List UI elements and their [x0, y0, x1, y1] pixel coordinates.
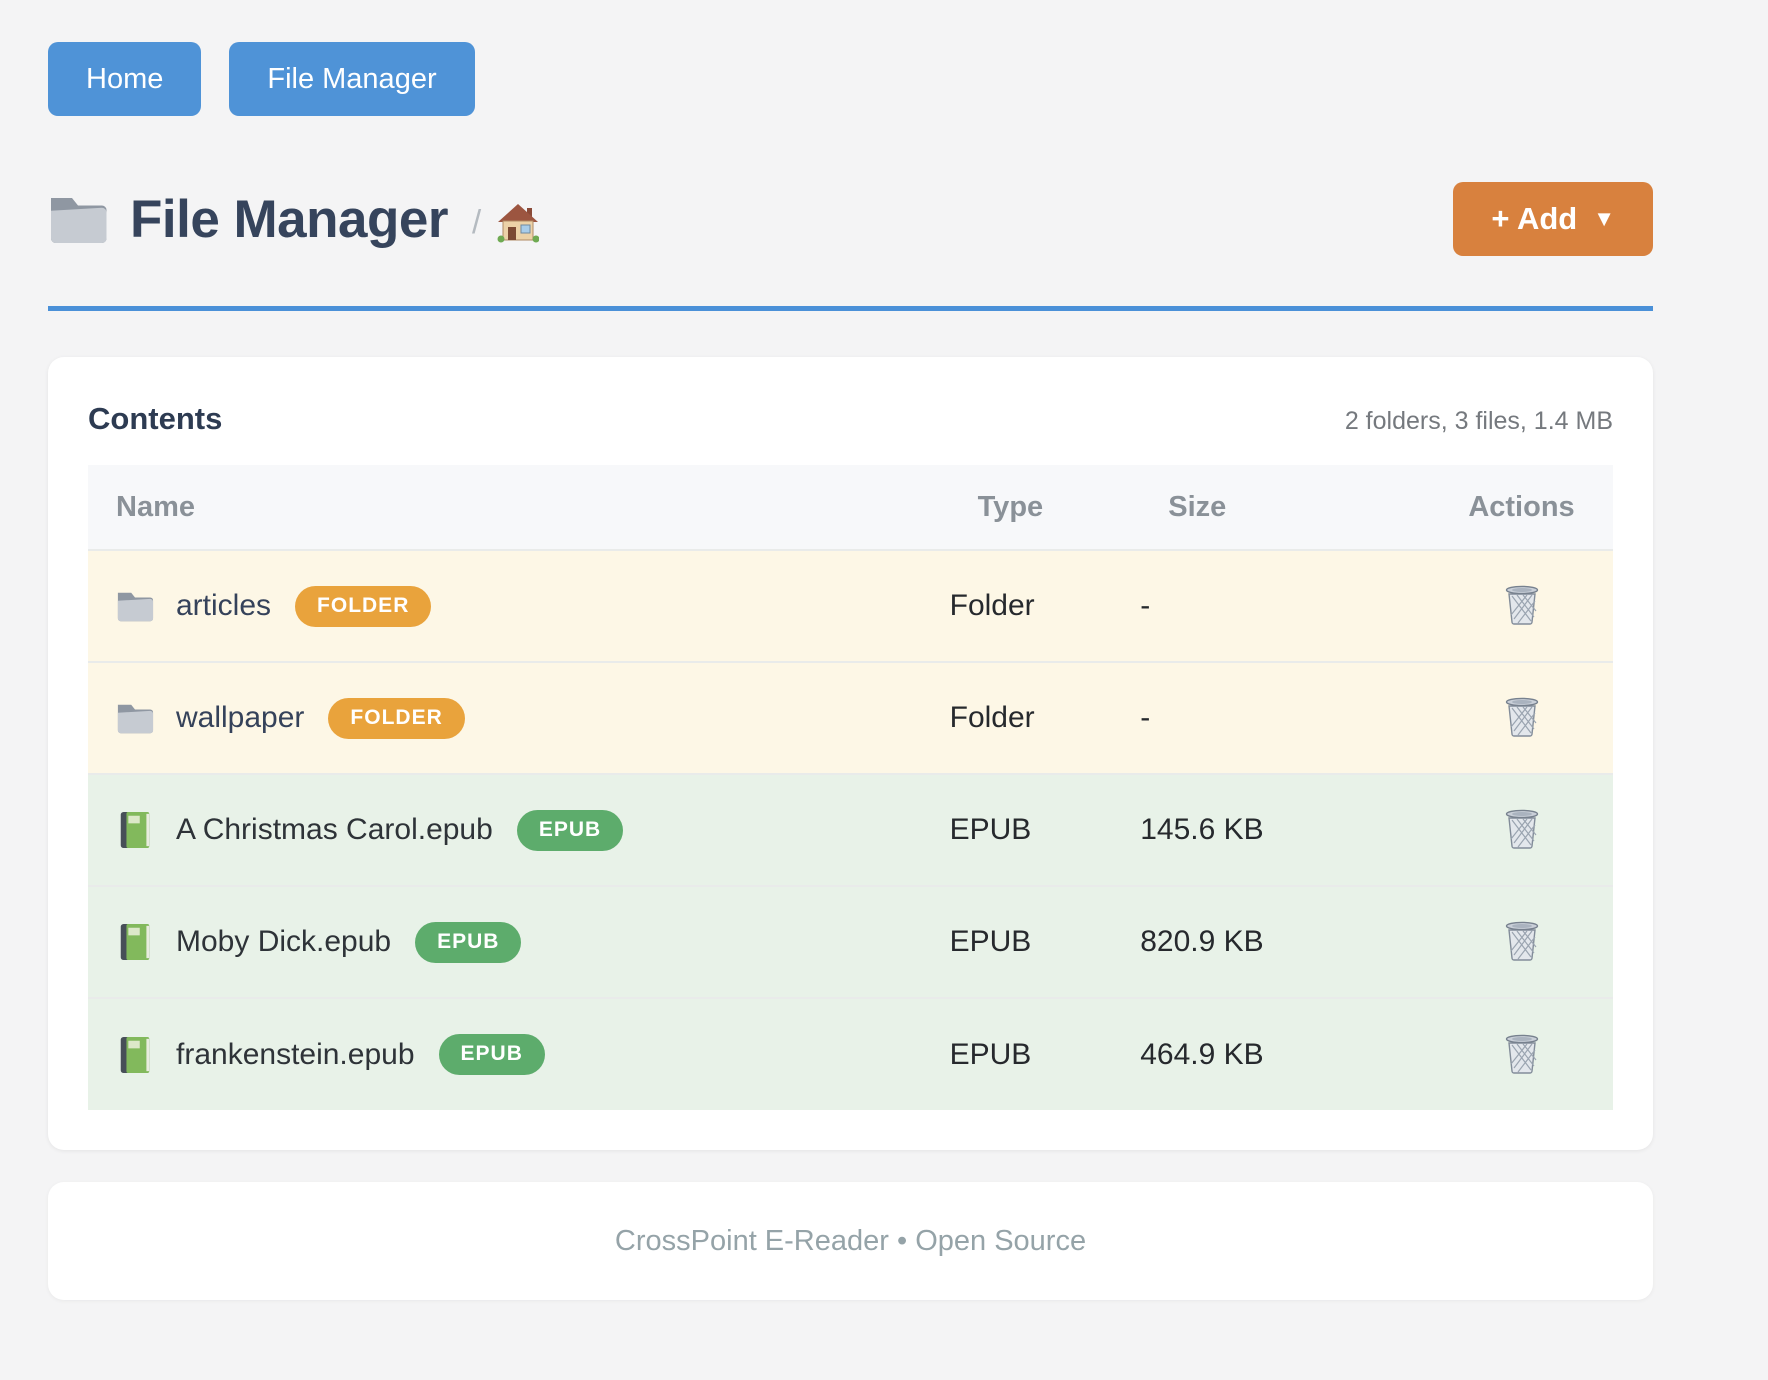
epub-badge: EPUB	[415, 921, 522, 963]
size-cell: -	[1140, 662, 1430, 774]
footer: CrossPoint E-Reader • Open Source	[48, 1182, 1653, 1300]
type-cell: Folder	[949, 550, 1141, 662]
contents-card: Contents 2 folders, 3 files, 1.4 MB Name…	[48, 357, 1653, 1150]
table-row: wallpaper FOLDER Folder -	[88, 662, 1613, 774]
green-book-icon	[116, 1036, 154, 1074]
folder-icon	[48, 193, 108, 245]
folder-icon	[116, 699, 154, 737]
folder-name-link[interactable]: articles	[176, 589, 272, 622]
page-title: File Manager	[130, 189, 448, 249]
folder-icon	[116, 587, 154, 625]
green-book-icon	[116, 811, 154, 849]
footer-text: CrossPoint E-Reader • Open Source	[614, 1224, 1087, 1257]
nav-file-manager-button[interactable]: File Manager	[229, 42, 475, 116]
house-icon	[497, 203, 539, 243]
delete-button[interactable]	[1500, 915, 1544, 965]
breadcrumb-separator: /	[471, 203, 482, 240]
type-cell: Folder	[949, 662, 1141, 774]
column-header-name: Name	[88, 465, 950, 550]
column-header-type: Type	[949, 465, 1141, 550]
table-row: A Christmas Carol.epub EPUB EPUB 145.6 K…	[88, 774, 1613, 886]
folder-badge: FOLDER	[295, 585, 432, 627]
top-nav: Home File Manager	[48, 42, 1653, 116]
contents-heading: Contents	[88, 401, 223, 436]
file-name-link[interactable]: frankenstein.epub	[176, 1037, 415, 1071]
trash-icon	[1504, 583, 1540, 625]
trash-icon	[1504, 1032, 1540, 1074]
size-cell: 464.9 KB	[1140, 998, 1430, 1110]
size-cell: 820.9 KB	[1140, 886, 1430, 998]
table-row: frankenstein.epub EPUB EPUB 464.9 KB	[88, 998, 1613, 1110]
nav-home-button[interactable]: Home	[48, 42, 202, 116]
size-cell: -	[1140, 550, 1430, 662]
title-divider	[48, 306, 1653, 311]
chevron-down-icon: ▼	[1593, 206, 1615, 231]
delete-button[interactable]	[1500, 579, 1544, 629]
delete-button[interactable]	[1500, 1028, 1544, 1078]
trash-icon	[1504, 807, 1540, 849]
file-table: Name Type Size Actions articles FOLDER F…	[88, 465, 1613, 1110]
breadcrumb-home-link[interactable]	[497, 203, 539, 243]
trash-icon	[1504, 695, 1540, 737]
epub-badge: EPUB	[516, 809, 624, 851]
contents-card-header: Contents 2 folders, 3 files, 1.4 MB	[88, 401, 1613, 437]
file-name-link[interactable]: Moby Dick.epub	[176, 925, 392, 958]
table-header-row: Name Type Size Actions	[88, 465, 1613, 550]
type-cell: EPUB	[949, 774, 1141, 886]
page-header: File Manager / + Add ▼	[48, 182, 1653, 256]
delete-button[interactable]	[1500, 803, 1544, 853]
type-cell: EPUB	[949, 998, 1141, 1110]
table-row: articles FOLDER Folder -	[88, 550, 1613, 662]
column-header-actions: Actions	[1430, 465, 1613, 550]
delete-button[interactable]	[1500, 691, 1544, 741]
file-manager-page: Home File Manager File Manager / + Add ▼…	[48, 42, 1653, 1300]
folder-badge: FOLDER	[328, 697, 465, 739]
size-cell: 145.6 KB	[1140, 774, 1430, 886]
type-cell: EPUB	[949, 886, 1141, 998]
green-book-icon	[116, 923, 154, 961]
contents-summary: 2 folders, 3 files, 1.4 MB	[1344, 407, 1613, 435]
folder-name-link[interactable]: wallpaper	[176, 701, 305, 734]
epub-badge: EPUB	[438, 1034, 545, 1075]
title-wrap: File Manager /	[48, 189, 539, 250]
trash-icon	[1504, 919, 1540, 961]
column-header-size: Size	[1140, 465, 1430, 550]
table-row: Moby Dick.epub EPUB EPUB 820.9 KB	[88, 886, 1613, 998]
add-button-label: + Add	[1491, 201, 1578, 236]
add-button[interactable]: + Add ▼	[1453, 182, 1653, 256]
file-name-link[interactable]: A Christmas Carol.epub	[176, 813, 493, 846]
